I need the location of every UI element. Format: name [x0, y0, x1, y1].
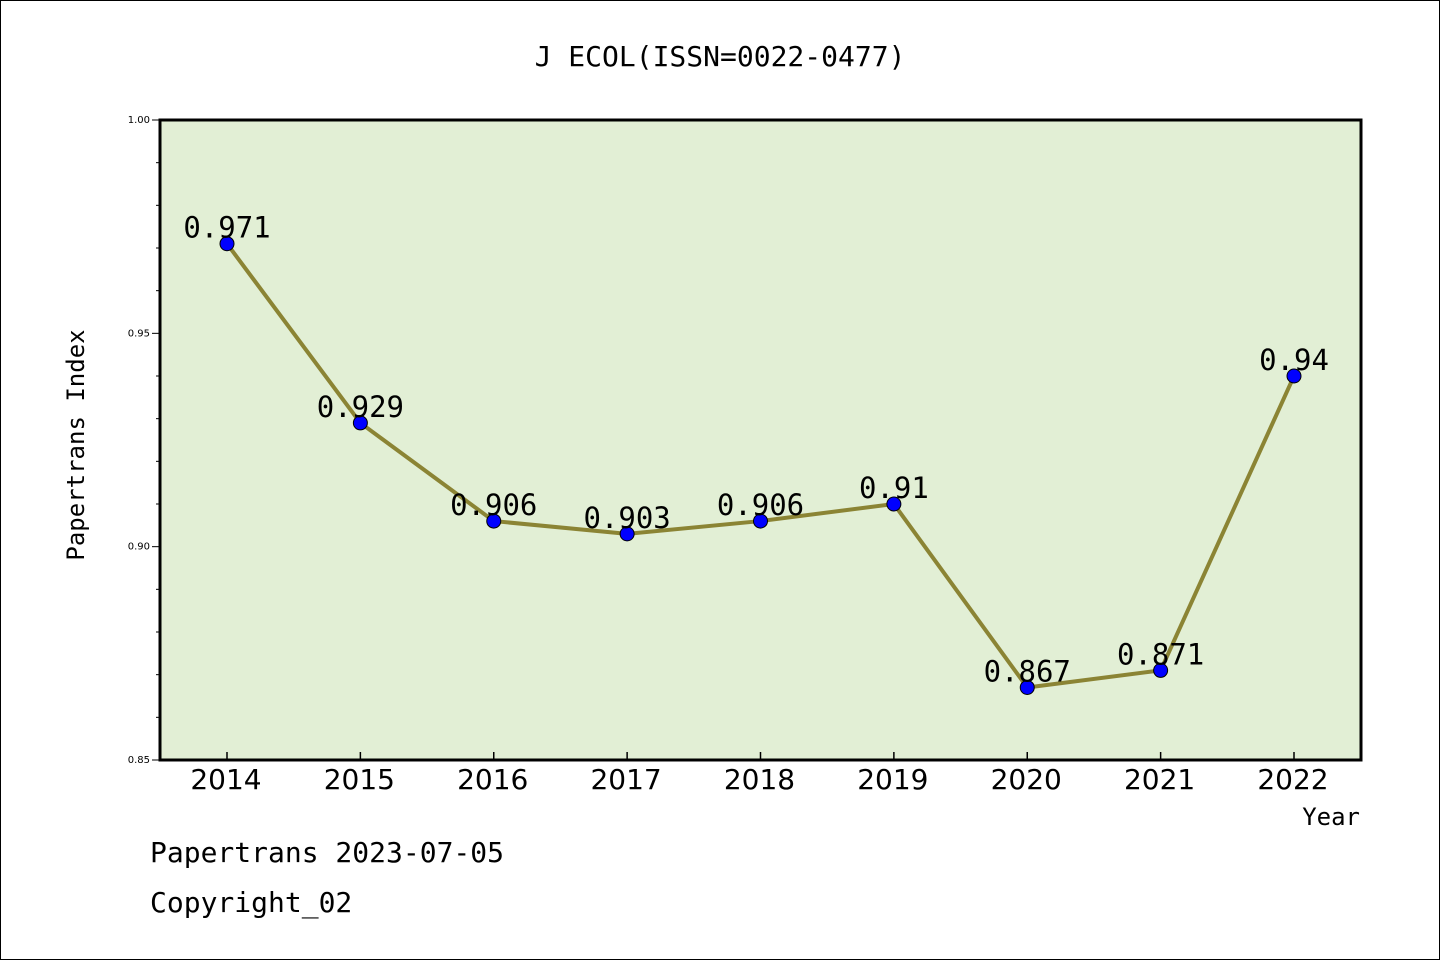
data-label: 0.906	[717, 488, 804, 522]
x-tick-label: 2015	[324, 763, 395, 796]
x-tick-label: 2020	[991, 763, 1062, 796]
x-tick-label: 2018	[724, 763, 795, 796]
x-tick-label: 2016	[457, 763, 528, 796]
data-point	[486, 513, 502, 529]
data-point	[219, 236, 235, 252]
footer-copyright: Copyright_02	[150, 886, 353, 919]
data-label: 0.94	[1259, 343, 1329, 377]
axis-ticks: 0.85 0.90 0.95 1.00 2014 2015 2016 2017 2018 2019…	[128, 115, 1329, 796]
x-tick-label: 2019	[857, 763, 928, 796]
data-point	[886, 496, 902, 512]
x-axis-label: Year	[1302, 803, 1360, 831]
data-label: 0.91	[859, 471, 929, 505]
footer-date: Papertrans 2023-07-05	[150, 836, 505, 869]
x-tick-label: 2022	[1257, 763, 1328, 796]
data-label: 0.906	[450, 488, 537, 522]
data-point	[753, 513, 768, 529]
data-point	[619, 526, 635, 542]
data-label: 0.867	[984, 654, 1071, 688]
data-point	[1153, 662, 1169, 678]
y-tick-label: 0.90	[128, 542, 150, 553]
data-point	[1019, 679, 1035, 695]
chart-title: J ECOL(ISSN=0022-0477)	[535, 40, 906, 73]
x-tick-label: 2021	[1124, 763, 1195, 796]
y-tick-label: 0.85	[128, 755, 150, 766]
y-axis-label: Papertrans Index	[62, 329, 90, 560]
markers-group	[219, 236, 1302, 695]
x-tick-label: 2017	[590, 763, 661, 796]
data-label: 0.903	[583, 501, 670, 535]
data-labels-group: 0.971 0.929 0.906 0.903 0.906 0.91 0.867 0.871 0…	[183, 211, 1329, 689]
plot-area	[158, 118, 1363, 762]
data-point	[1286, 368, 1302, 384]
x-tick-label: 2014	[190, 763, 261, 796]
data-point	[352, 415, 368, 431]
y-tick-label: 1.00	[128, 115, 150, 126]
data-label: 0.971	[183, 211, 270, 245]
y-tick-label: 0.95	[128, 328, 150, 339]
data-label: 0.929	[317, 390, 404, 424]
data-label: 0.871	[1117, 637, 1204, 671]
